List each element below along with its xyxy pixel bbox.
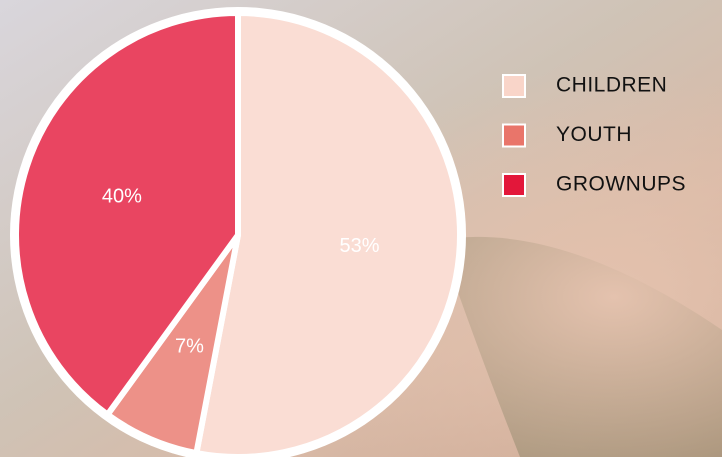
data-label: 53% [340,235,380,257]
data-label: 7% [175,335,204,357]
legend-label: YOUTH [556,123,632,146]
legend-swatch [502,173,526,197]
legend-label: GROWNUPS [556,173,686,196]
legend: CHILDREN YOUTH GROWNUPS [502,74,686,197]
pie-slice [193,10,463,457]
pie: 53% 7% 40% [10,7,466,457]
legend-swatch [502,74,526,98]
legend-swatch [502,123,526,148]
data-label: 40% [102,186,142,208]
legend-label: CHILDREN [556,74,667,97]
pie-slice [13,10,241,418]
